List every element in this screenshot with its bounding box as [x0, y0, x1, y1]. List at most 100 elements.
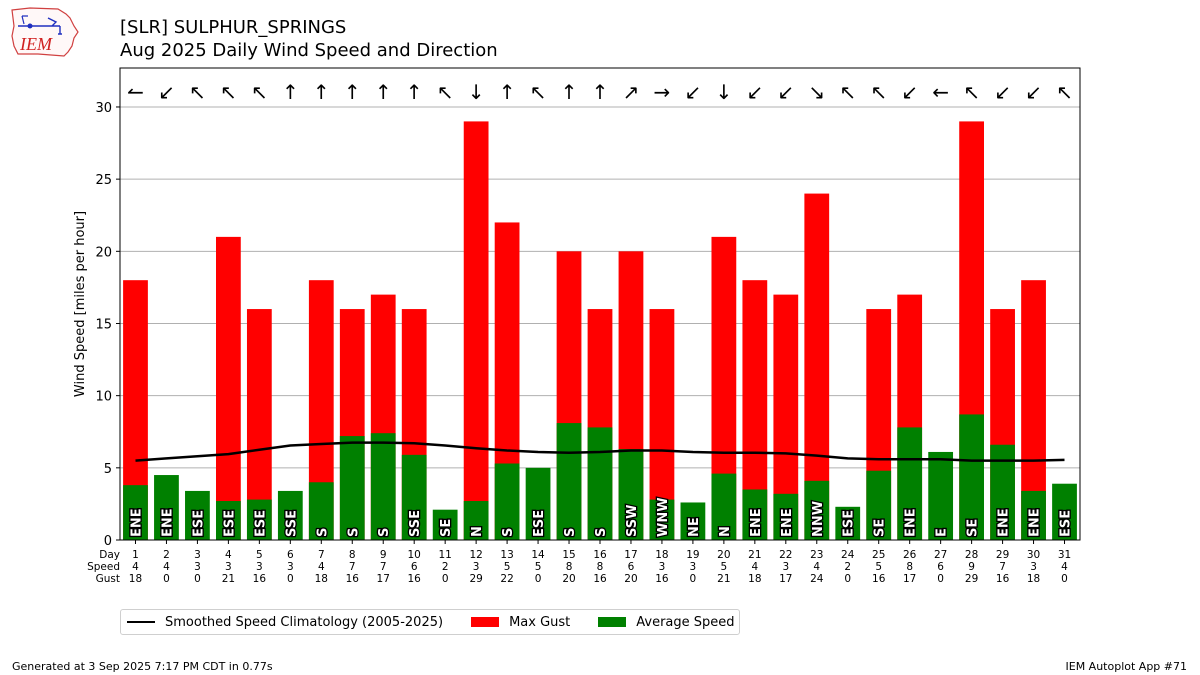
- speed-label: 2: [442, 561, 449, 573]
- day-label: 29: [996, 549, 1009, 561]
- gust-label: 16: [655, 573, 669, 585]
- speed-label: 3: [690, 561, 697, 573]
- day-label: 10: [408, 549, 421, 561]
- direction-arrow: ↖: [530, 80, 547, 104]
- gust-label: 0: [442, 573, 449, 585]
- gust-label: 20: [624, 573, 637, 585]
- day-label: 28: [965, 549, 978, 561]
- direction-label: NNW: [811, 501, 826, 537]
- direction-arrow: ↙: [901, 80, 918, 104]
- direction-arrow: →: [654, 80, 671, 104]
- direction-arrow: ↘: [808, 80, 825, 104]
- direction-label: ESE: [532, 510, 547, 537]
- direction-arrow: ↖: [1056, 80, 1073, 104]
- gust-label: 18: [315, 573, 328, 585]
- avg-speed-bar: [216, 501, 241, 540]
- bars: [123, 121, 1077, 541]
- avg-speed-bar: [494, 463, 520, 540]
- gust-label: 0: [535, 573, 542, 585]
- generated-note: Generated at 3 Sep 2025 7:17 PM CDT in 0…: [12, 660, 273, 673]
- gust-label: 16: [593, 573, 607, 585]
- speed-label: 4: [1061, 561, 1068, 573]
- gust-bar: [463, 121, 489, 540]
- direction-label: ESE: [191, 510, 206, 537]
- speed-label: 6: [628, 561, 635, 573]
- avg-speed-bar: [742, 489, 768, 540]
- direction-arrow: ↑: [561, 80, 578, 104]
- row-label: Day: [99, 549, 120, 561]
- day-label: 8: [349, 549, 356, 561]
- legend-item-avg: Average Speed: [598, 615, 735, 630]
- speed-label: 3: [782, 561, 789, 573]
- avg-speed-bar: [432, 509, 458, 540]
- wind-chart: ENE ENE ESE ESE ESE SSE S S S SSE SE N S ESE S S SSW WNW N…: [73, 67, 1081, 585]
- speed-label: 4: [751, 561, 758, 573]
- direction-arrow: ↑: [592, 80, 609, 104]
- day-label: 26: [903, 549, 917, 561]
- direction-label: ENE: [997, 508, 1012, 537]
- direction-arrows: ↼ ↙ ↖ ↖ ↖ ↑ ↑ ↑ ↑ ↑ ↖ ↓ ↑ ↖ ↑ ↑ ↗ → ↙ ↓ ↙ ↙ ↘ ↖ ↖ ↙ ← ↖ ↙ ↙ ↖: [127, 80, 1073, 104]
- speed-label: 7: [349, 561, 356, 573]
- direction-arrow: ↑: [282, 80, 299, 104]
- chart-subtitle: Aug 2025 Daily Wind Speed and Direction: [120, 40, 498, 61]
- avg-speed-bar: [154, 475, 179, 540]
- y-axis: 0 5 10 15 20 25 30: [95, 101, 120, 549]
- x-axis: 1418240330432153166307418871697171061611…: [87, 540, 1071, 585]
- speed-label: 8: [566, 561, 573, 573]
- gust-label: 24: [810, 573, 824, 585]
- direction-arrow: ↖: [220, 80, 237, 104]
- avg-speed-bar: [897, 427, 923, 540]
- direction-label: ENE: [1028, 508, 1043, 537]
- gust-label: 18: [1027, 573, 1040, 585]
- direction-arrow: ↙: [746, 80, 763, 104]
- direction-label: ESE: [253, 510, 268, 537]
- day-label: 24: [841, 549, 855, 561]
- legend: Smoothed Speed Climatology (2005-2025) M…: [120, 609, 740, 635]
- day-label: 3: [194, 549, 201, 561]
- y-tick-label: 0: [104, 534, 112, 549]
- avg-speed-bar: [680, 502, 706, 540]
- direction-label: ESE: [222, 510, 237, 537]
- legend-item-gust: Max Gust: [471, 615, 570, 630]
- gust-label: 0: [1061, 573, 1068, 585]
- avg-speed-bar: [928, 451, 954, 540]
- gust-label: 0: [163, 573, 170, 585]
- legend-label: Max Gust: [509, 614, 571, 630]
- direction-label: ENE: [129, 508, 144, 537]
- speed-label: 4: [163, 561, 170, 573]
- day-label: 19: [686, 549, 699, 561]
- speed-label: 5: [535, 561, 542, 573]
- speed-label: 4: [318, 561, 325, 573]
- speed-label: 4: [813, 561, 820, 573]
- avg-speed-bar: [649, 499, 675, 540]
- direction-label: ESE: [842, 510, 857, 537]
- direction-arrow: ↙: [777, 80, 794, 104]
- direction-label: S: [501, 528, 516, 537]
- y-tick-label: 30: [95, 101, 112, 116]
- avg-speed-bar: [618, 449, 644, 540]
- avg-speed-bar: [339, 436, 365, 540]
- speed-label: 6: [937, 561, 944, 573]
- speed-label: 3: [194, 561, 201, 573]
- direction-label: N: [718, 526, 733, 537]
- direction-arrow: ↑: [406, 80, 423, 104]
- gust-label: 22: [500, 573, 513, 585]
- direction-arrow: ↙: [994, 80, 1011, 104]
- y-tick-label: 20: [95, 245, 112, 260]
- direction-arrow: ↑: [313, 80, 330, 104]
- direction-arrow: ↑: [499, 80, 516, 104]
- day-label: 14: [531, 549, 545, 561]
- avg-speed-bar: [959, 414, 984, 540]
- direction-arrow: ↖: [963, 80, 980, 104]
- avg-speed-bar: [123, 485, 148, 540]
- direction-arrow: ↖: [870, 80, 887, 104]
- day-label: 5: [256, 549, 263, 561]
- avg-speed-bar: [370, 433, 396, 540]
- legend-line-swatch: [127, 621, 155, 623]
- avg-speed-bar: [556, 423, 582, 540]
- direction-label: S: [377, 528, 392, 537]
- legend-gust-swatch: [471, 617, 500, 627]
- direction-label: SSE: [284, 510, 299, 537]
- direction-arrow: ↼: [127, 80, 144, 104]
- gust-label: 29: [965, 573, 978, 585]
